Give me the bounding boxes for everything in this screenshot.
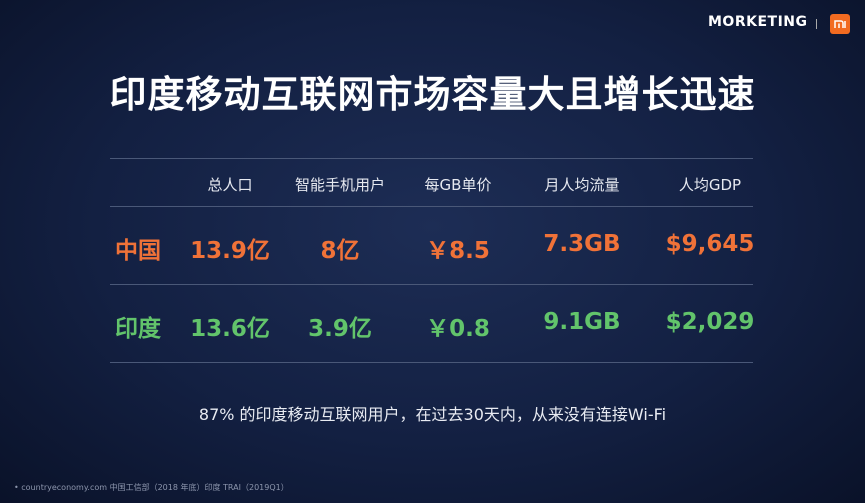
cell: 9.1GB bbox=[543, 309, 621, 335]
column-header: 每GB单价 bbox=[424, 176, 492, 194]
column-header: 人均GDP bbox=[678, 176, 742, 194]
cell: ￥8.5 bbox=[426, 238, 490, 264]
cell: 13.6亿 bbox=[190, 316, 270, 342]
rule bbox=[110, 206, 753, 207]
cell: $9,645 bbox=[665, 231, 755, 257]
cell: ￥0.8 bbox=[426, 316, 490, 342]
rule bbox=[110, 284, 753, 285]
mi-logo bbox=[830, 14, 850, 34]
row-label: 中国 bbox=[115, 238, 161, 264]
source: • countryeconomy.com 中国工信部（2018 年底）印度 TR… bbox=[14, 483, 289, 492]
cell: $2,029 bbox=[665, 309, 755, 335]
cell: 8亿 bbox=[320, 238, 360, 264]
cell: 3.9亿 bbox=[308, 316, 372, 342]
source-text: countryeconomy.com 中国工信部（2018 年底）印度 TRAI… bbox=[21, 483, 289, 492]
rule bbox=[110, 362, 753, 363]
cell: 13.9亿 bbox=[190, 238, 270, 264]
column-header: 月人均流量 bbox=[544, 176, 620, 194]
title: 印度移动互联网市场容量大且增长迅速 bbox=[109, 73, 756, 116]
column-header: 总人口 bbox=[207, 176, 253, 194]
row-label: 印度 bbox=[115, 316, 161, 342]
brand: MORKETING bbox=[708, 14, 808, 30]
rule bbox=[110, 158, 753, 159]
separator bbox=[816, 19, 817, 29]
note: 87% 的印度移动互联网用户，在过去30天内，从来没有连接Wi-Fi bbox=[198, 405, 667, 424]
cell: 7.3GB bbox=[543, 231, 621, 257]
column-header: 智能手机用户 bbox=[294, 176, 385, 194]
